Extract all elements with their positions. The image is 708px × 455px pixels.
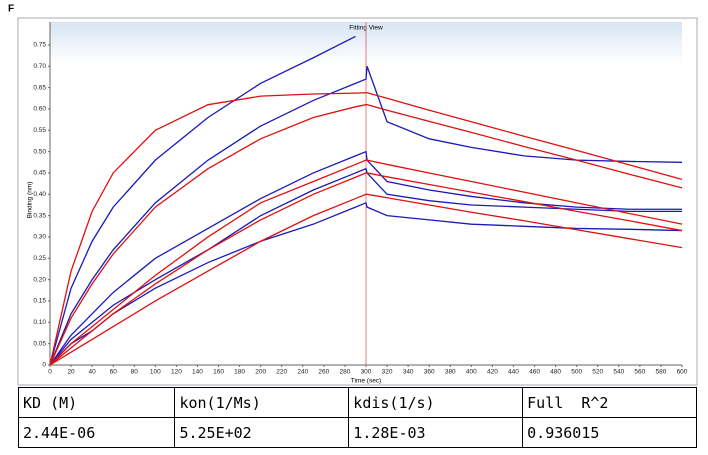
x-tick-label: 200 <box>255 369 266 376</box>
x-tick-label: 160 <box>213 369 224 376</box>
x-tick-label: 0 <box>48 369 52 376</box>
table-row: 2.44E-06 5.25E+02 1.28E-03 0.936015 <box>17 417 697 448</box>
y-tick-label: 0.75 <box>33 42 46 49</box>
header-cell: kdis(1/s) <box>348 387 524 418</box>
x-tick-label: 260 <box>318 369 329 376</box>
x-tick-label: 60 <box>110 369 118 376</box>
x-tick-label: 440 <box>508 369 519 376</box>
y-tick-label: 0.60 <box>33 106 46 113</box>
cell: 2.44E-06 <box>17 417 176 448</box>
x-tick-label: 380 <box>445 369 456 376</box>
x-tick-label: 420 <box>487 369 498 376</box>
header-cell: Full R^2 <box>522 387 697 418</box>
y-tick-label: 0 <box>42 362 46 369</box>
y-axis-label: Binding (nm) <box>27 182 34 219</box>
series-line <box>49 159 683 366</box>
x-tick-label: 280 <box>340 369 351 376</box>
y-tick-label: 0.10 <box>33 319 46 326</box>
x-tick-label: 240 <box>297 369 308 376</box>
y-tick-label: 0.40 <box>33 191 46 198</box>
x-tick-label: 80 <box>131 369 139 376</box>
x-tick-label: 520 <box>592 369 603 376</box>
x-tick-label: 500 <box>571 369 582 376</box>
header-cell: kon(1/Ms) <box>174 387 350 418</box>
series-line <box>49 172 683 366</box>
chart: F Fitting View Time (sec) Binding (nm) 0… <box>8 4 698 386</box>
x-tick-label: 100 <box>150 369 161 376</box>
x-tick-label: 120 <box>171 369 182 376</box>
series-line <box>49 167 682 366</box>
series-line <box>49 193 683 366</box>
panel-label: F <box>8 4 14 15</box>
y-tick-label: 0.65 <box>33 84 46 91</box>
y-tick-label: 0.15 <box>33 298 46 305</box>
cell: 5.25E+02 <box>174 417 350 448</box>
x-axis-label: Time (sec) <box>351 378 381 385</box>
x-tick-label: 400 <box>466 369 477 376</box>
y-tick-label: 0.50 <box>33 148 46 155</box>
x-tick-label: 140 <box>192 369 203 376</box>
y-tick-label: 0.70 <box>33 63 46 70</box>
results-table: KD (M) kon(1/Ms) kdis(1/s) Full R^2 2.44… <box>17 387 697 448</box>
x-tick-label: 600 <box>677 369 688 376</box>
x-tick-label: 540 <box>613 369 624 376</box>
series-line <box>49 92 683 366</box>
x-tick-label: 460 <box>529 369 540 376</box>
x-tick-label: 580 <box>656 369 667 376</box>
x-tick-label: 40 <box>89 369 97 376</box>
y-tick-label: 0.35 <box>33 212 46 219</box>
cell: 0.936015 <box>522 417 697 448</box>
series-line <box>49 104 683 366</box>
series-line <box>49 66 683 366</box>
y-tick-label: 0.45 <box>33 170 46 177</box>
cell: 1.28E-03 <box>348 417 524 448</box>
x-tick-label: 20 <box>67 369 75 376</box>
y-tick-label: 0.30 <box>33 234 46 241</box>
y-tick-label: 0.05 <box>33 340 46 347</box>
x-tick-label: 560 <box>634 369 645 376</box>
x-tick-label: 360 <box>424 369 435 376</box>
y-tick-label: 0.20 <box>33 276 46 283</box>
x-tick-label: 220 <box>276 369 287 376</box>
x-tick-label: 180 <box>234 369 245 376</box>
table-header: KD (M) kon(1/Ms) kdis(1/s) Full R^2 <box>17 387 697 418</box>
x-tick-label: 480 <box>550 369 561 376</box>
x-tick-label: 340 <box>403 369 414 376</box>
x-tick-label: 300 <box>361 369 372 376</box>
y-tick-label: 0.55 <box>33 127 46 134</box>
header-cell: KD (M) <box>17 387 176 418</box>
series-line <box>49 35 356 366</box>
y-tick-label: 0.25 <box>33 255 46 262</box>
x-tick-label: 320 <box>382 369 393 376</box>
